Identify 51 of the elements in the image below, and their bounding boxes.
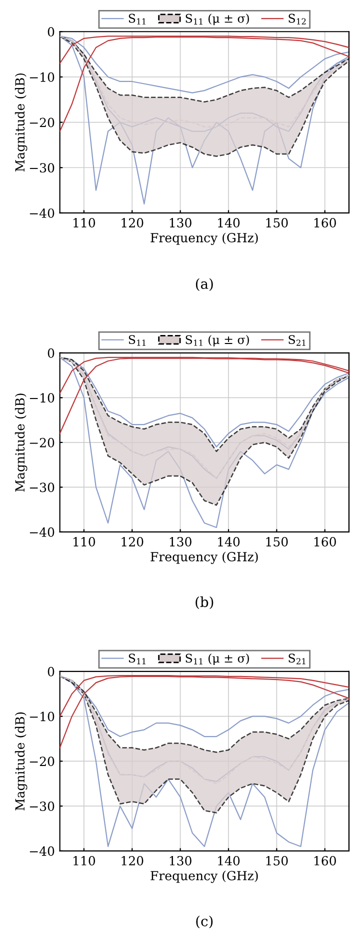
y-axis-title: Magnitude (dB) — [14, 394, 28, 492]
x-tick-label: 120 — [122, 537, 144, 546]
x-tick-label: 120 — [122, 856, 144, 866]
x-axis-title: Frequency (GHz) — [150, 552, 258, 564]
legend-label: S$_{11}$ — [128, 335, 146, 346]
x-tick-label: 140 — [218, 218, 240, 228]
x-tick-label: 110 — [74, 856, 96, 866]
x-tick-label: 120 — [122, 218, 144, 228]
y-axis-title: Magnitude (dB) — [14, 712, 28, 810]
y-axis-title: Magnitude (dB) — [14, 73, 28, 172]
y-tick-label: −10 — [30, 72, 54, 82]
y-tick-label: −20 — [30, 756, 54, 766]
y-tick-label: −30 — [30, 482, 54, 492]
y-tick-label: −40 — [30, 527, 54, 537]
x-tick-label: 130 — [170, 218, 192, 228]
text: (b) — [196, 596, 214, 610]
x-tick-label: 150 — [266, 537, 288, 546]
legend-label: S$_{12}$ — [288, 14, 306, 24]
text: (c) — [196, 916, 213, 928]
text: (a) — [196, 278, 213, 291]
x-tick-label: 110 — [74, 218, 96, 228]
x-tick-label: 150 — [266, 218, 288, 228]
y-tick-label: −20 — [30, 118, 54, 128]
legend-label: S$_{21}$ — [288, 335, 306, 346]
y-tick-label: −30 — [30, 163, 54, 173]
y-tick-label: −10 — [30, 712, 54, 722]
legend-label: S$_{11}$ — [128, 14, 146, 24]
legend-label: S$_{21}$ — [288, 654, 306, 664]
x-axis-title: Frequency (GHz) — [150, 870, 258, 883]
legend-label: S$_{11}$ (μ ± σ) — [186, 654, 249, 665]
y-tick-label: 0 — [48, 27, 54, 37]
y-tick-label: 0 — [48, 666, 54, 676]
x-tick-label: 130 — [170, 537, 192, 546]
legend-label: S$_{11}$ (μ ± σ) — [186, 334, 249, 346]
x-tick-label: 140 — [218, 537, 240, 546]
x-tick-label: 150 — [266, 856, 288, 866]
x-tick-label: 160 — [314, 218, 336, 228]
y-tick-label: −40 — [30, 208, 54, 218]
y-tick-label: −20 — [30, 438, 54, 448]
y-tick-label: −30 — [30, 802, 54, 812]
legend-label: S$_{11}$ — [128, 654, 146, 664]
x-tick-label: 160 — [314, 537, 336, 546]
x-axis-title: Frequency (GHz) — [150, 232, 258, 245]
y-tick-label: 0 — [48, 348, 54, 358]
x-tick-label: 130 — [170, 856, 192, 866]
legend-label: S$_{11}$ (μ ± σ) — [186, 14, 249, 26]
y-tick-label: −10 — [30, 393, 54, 403]
x-tick-label: 140 — [218, 856, 240, 866]
x-tick-label: 160 — [314, 856, 336, 866]
x-tick-label: 110 — [74, 537, 96, 546]
y-tick-label: −40 — [30, 846, 54, 856]
